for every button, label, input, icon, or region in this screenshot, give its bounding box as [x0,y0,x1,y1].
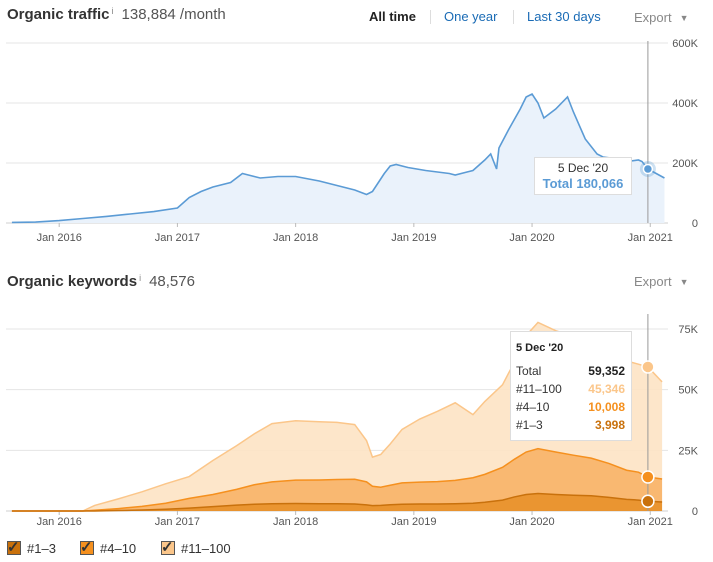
y-tick-label: 75K [678,324,698,336]
checkbox-icon[interactable] [161,538,175,556]
y-tick-label: 600K [672,38,698,50]
keywords-export-label: Export [634,274,672,289]
tooltip-row-value: 3,998 [594,418,625,432]
hover-marker [641,360,655,374]
keywords-chart: 0 25K 50K 75K Jan 2016 Jan 2017 Jan 2018 Jan 20… [6,314,699,528]
kw-area--11-100 [11,322,663,511]
chevron-down-icon: ▼ [679,13,689,23]
x-tick-label: Jan 2019 [391,516,436,528]
y-tick-label: 200K [672,158,698,170]
checkbox-icon[interactable] [7,538,21,556]
kw-area--1-3 [11,493,663,511]
traffic-export-button[interactable]: Export ▼ [634,10,689,25]
traffic-export-label: Export [634,10,672,25]
hover-marker [642,163,654,175]
keywords-tooltip-row: #11–100 45,346 [516,382,625,398]
y-tick-label: 25K [678,445,698,457]
traffic-value: 138,884 /month [121,6,226,23]
range-all-time[interactable]: All time [369,9,416,24]
tooltip-row-value: 59,352 [588,364,625,378]
chevron-down-icon: ▼ [679,277,689,287]
tooltip-row-value: 10,008 [588,400,625,414]
kw-line--1-3 [11,492,663,512]
range-divider [430,10,431,24]
legend-label: #4–10 [100,541,137,556]
traffic-tooltip-date: 5 Dec '20 [557,161,609,175]
x-tick-label: Jan 2017 [155,516,200,528]
x-tick-label: Jan 2018 [273,232,318,244]
keywords-tooltip-row: #4–10 10,008 [516,400,625,416]
legend-item-1-3[interactable]: #1–3 [7,538,56,559]
legend-item-11-100[interactable]: #11–100 [161,538,231,559]
tooltip-row-value: 45,346 [588,382,625,396]
tooltip-row-label: #4–10 [516,400,550,414]
keywords-tooltip-row: Total 59,352 [516,364,625,380]
y-tick-label: 0 [692,506,698,518]
keywords-export-button[interactable]: Export ▼ [634,274,689,289]
traffic-tooltip-total: Total 180,066 [542,176,624,191]
checkbox-icon[interactable] [80,538,94,556]
legend-item-4-10[interactable]: #4–10 [80,538,137,559]
x-tick-label: Jan 2021 [628,232,673,244]
traffic-tooltip: 5 Dec '20 Total 180,066 [534,157,632,195]
traffic-chart: 0 200K 400K 600K Jan 2016 Jan 2017 Jan 2018 Jan… [6,38,699,244]
hover-marker [641,494,655,509]
legend-label: #11–100 [181,541,231,556]
traffic-title: Organic traffic [7,6,110,23]
keywords-title: Organic keywords [7,273,138,290]
keywords-tooltip-date: 5 Dec '20 [516,342,564,354]
traffic-series-line [11,92,665,224]
x-tick-label: Jan 2016 [37,232,82,244]
x-tick-label: Jan 2017 [155,232,200,244]
range-divider [513,10,514,24]
hover-marker [641,470,655,484]
x-tick-label: Jan 2020 [509,232,554,244]
tooltip-row-label: #11–100 [516,382,562,396]
range-last-30-days[interactable]: Last 30 days [527,9,601,24]
x-tick-label: Jan 2018 [273,516,318,528]
keywords-tooltip-row: #1–3 3,998 [516,418,625,434]
keywords-info-icon[interactable]: i [139,273,142,283]
tooltip-row-label: #1–3 [516,418,543,432]
x-tick-label: Jan 2021 [628,516,673,528]
kw-line--4-10 [11,447,663,512]
keywords-header: Organic keywords i 48,576 [7,273,195,290]
tooltip-row-label: Total [516,364,542,378]
y-tick-label: 50K [678,385,698,397]
traffic-header: Organic traffic i 138,884 /month [7,6,226,23]
x-tick-label: Jan 2019 [391,232,436,244]
traffic-area-fill [11,94,665,223]
x-tick-label: Jan 2016 [37,516,82,528]
y-tick-label: 0 [692,218,698,230]
range-one-year[interactable]: One year [444,9,498,24]
legend-label: #1–3 [27,541,56,556]
traffic-info-icon[interactable]: i [111,6,114,16]
x-tick-label: Jan 2020 [509,516,554,528]
y-tick-label: 400K [672,98,698,110]
keywords-value: 48,576 [149,273,195,290]
keywords-tooltip: 5 Dec '20 Total 59,352 #11–100 45,346 #4… [510,331,632,441]
